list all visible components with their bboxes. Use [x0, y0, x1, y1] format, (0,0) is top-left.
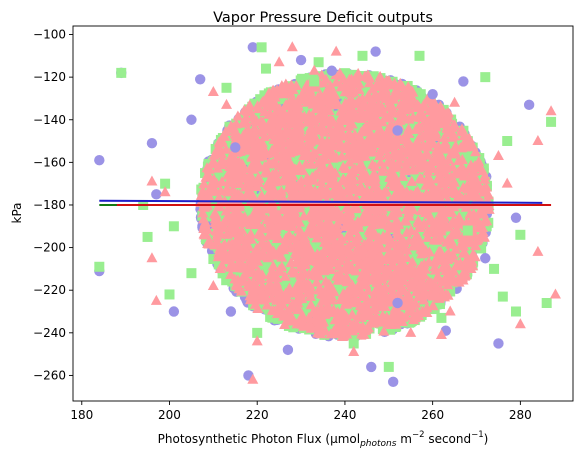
data-cloud [195, 67, 495, 342]
chart-title: Vapor Pressure Deficit outputs [213, 10, 433, 26]
